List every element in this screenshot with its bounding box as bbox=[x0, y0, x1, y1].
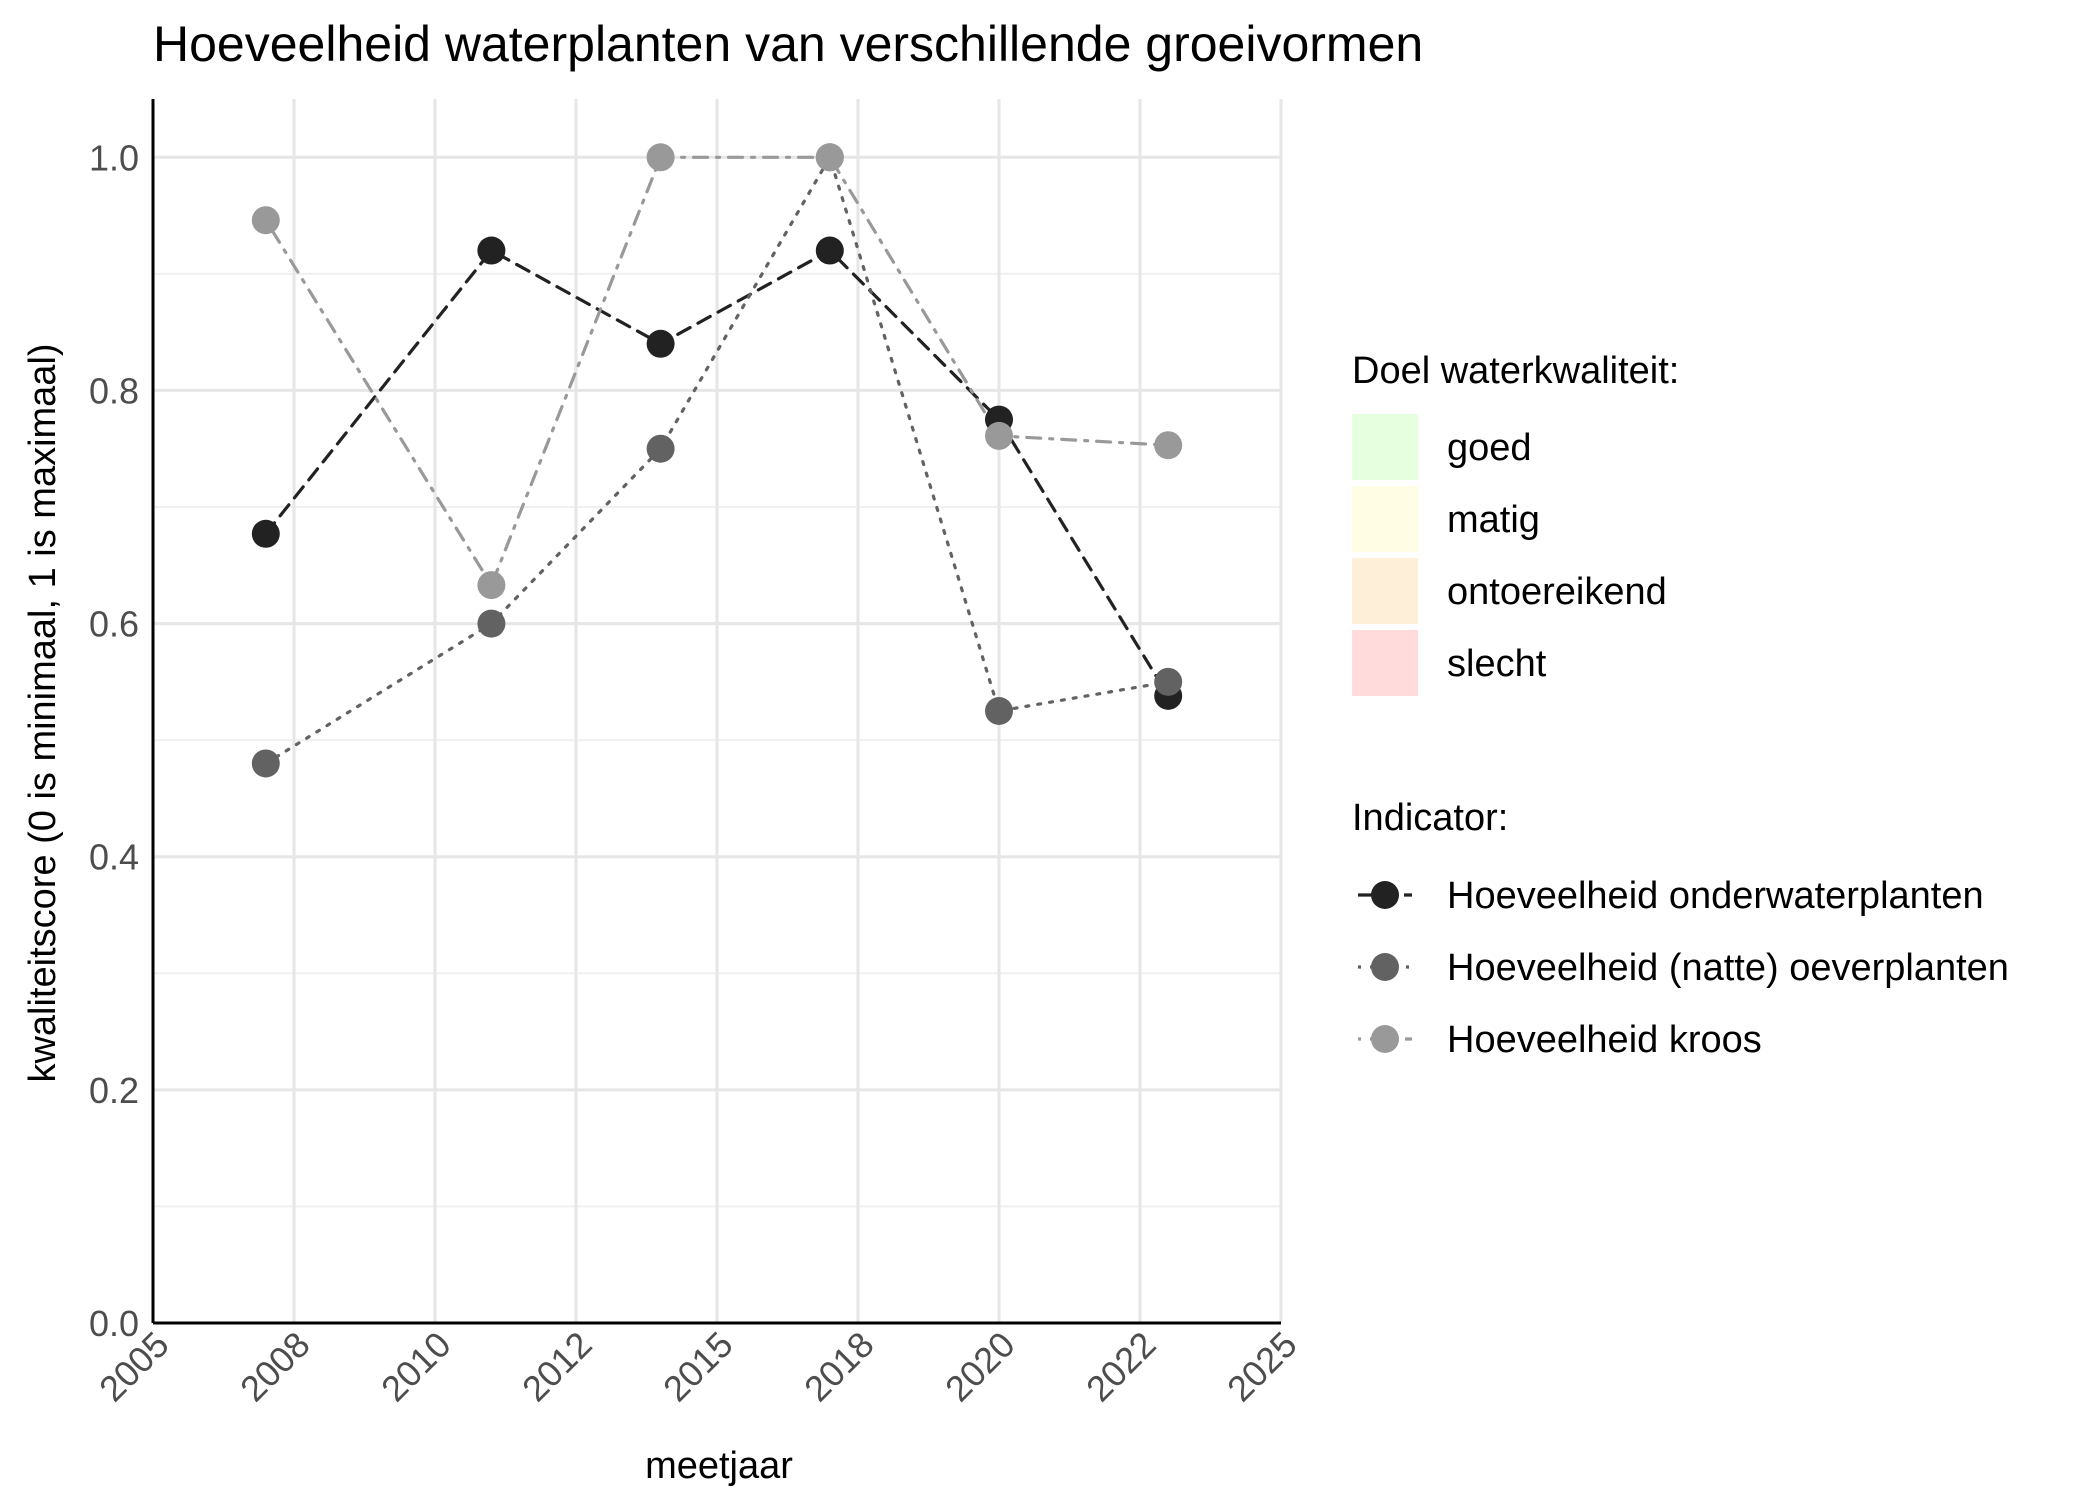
data-point-series-3 bbox=[1154, 431, 1183, 460]
data-point-series-3 bbox=[477, 571, 506, 600]
quality-legend: Doel waterkwaliteit: goed matig ontoereike… bbox=[1352, 350, 1679, 696]
x-tick-label: 2020 bbox=[937, 1324, 1023, 1410]
x-axis-title: meetjaar bbox=[645, 1445, 793, 1487]
x-tick-label: 2022 bbox=[1078, 1324, 1164, 1410]
data-point-series-2 bbox=[1154, 667, 1183, 696]
data-point-series-1 bbox=[251, 519, 280, 548]
indicator-legend-label: Hoeveelheid (natte) oeverplanten bbox=[1447, 947, 2009, 989]
series-line-2 bbox=[264, 153, 1170, 766]
data-point-series-3 bbox=[646, 143, 675, 172]
data-point-series-3 bbox=[985, 421, 1013, 450]
series-lines bbox=[264, 153, 1170, 766]
indicator-legend-label: Hoeveelheid kroos bbox=[1447, 1019, 1762, 1061]
x-tick-label: 2025 bbox=[1219, 1324, 1305, 1410]
data-point-series-1 bbox=[646, 329, 675, 358]
data-point-series-2 bbox=[985, 697, 1013, 725]
y-tick-label: 0.8 bbox=[89, 370, 139, 411]
quality-legend-label: matig bbox=[1447, 499, 1540, 541]
y-tick-label: 0.2 bbox=[89, 1070, 139, 1111]
data-point-series-3 bbox=[251, 206, 280, 235]
quality-legend-title: Doel waterkwaliteit: bbox=[1352, 350, 1679, 392]
axes bbox=[151, 99, 1281, 1325]
y-tick-label: 0.4 bbox=[89, 837, 139, 878]
y-tick-labels: 0.0 0.2 0.4 0.6 0.8 1.0 bbox=[89, 137, 139, 1344]
indicator-legend-marker bbox=[1371, 953, 1399, 981]
data-point-series-3 bbox=[815, 143, 844, 172]
x-tick-label: 2008 bbox=[232, 1324, 318, 1410]
x-tick-label: 2012 bbox=[514, 1324, 600, 1410]
y-tick-label: 1.0 bbox=[89, 137, 139, 178]
quality-legend-label: ontoereikend bbox=[1447, 571, 1667, 613]
indicator-legend-marker bbox=[1371, 1025, 1399, 1053]
series-line-1 bbox=[264, 248, 1170, 698]
data-point-series-1 bbox=[477, 236, 506, 265]
data-point-series-2 bbox=[477, 609, 506, 638]
y-axis-title: kwaliteitscore (0 is minimaal, 1 is maxi… bbox=[22, 343, 64, 1082]
quality-legend-swatch bbox=[1352, 630, 1418, 696]
x-tick-label: 2010 bbox=[373, 1324, 459, 1410]
quality-legend-label: slecht bbox=[1447, 643, 1547, 685]
indicator-legend: Indicator: Hoeveelheid onderwaterplanten… bbox=[1352, 797, 2009, 1061]
quality-legend-swatch bbox=[1352, 486, 1418, 552]
data-point-series-2 bbox=[251, 749, 280, 778]
indicator-legend-marker bbox=[1371, 881, 1399, 909]
y-tick-label: 0.0 bbox=[89, 1303, 139, 1344]
series-line-3 bbox=[264, 155, 1170, 589]
quality-legend-swatch bbox=[1352, 414, 1418, 480]
x-tick-label: 2018 bbox=[796, 1324, 882, 1410]
indicator-legend-title: Indicator: bbox=[1352, 797, 1508, 839]
chart-title: Hoeveelheid waterplanten van verschillen… bbox=[153, 16, 1423, 72]
plot-area: 2005 2008 2010 2012 2015 2018 2020 2022 2025 0.0… bbox=[89, 99, 1305, 1409]
quality-legend-label: goed bbox=[1447, 427, 1532, 469]
quality-legend-swatch bbox=[1352, 558, 1418, 624]
data-point-series-1 bbox=[815, 236, 844, 265]
x-tick-labels: 2005 2008 2010 2012 2015 2018 2020 2022 2025 bbox=[91, 1324, 1305, 1410]
grid-lines bbox=[151, 99, 1283, 1325]
series-points bbox=[251, 143, 1183, 778]
x-tick-label: 2015 bbox=[655, 1324, 741, 1410]
indicator-legend-label: Hoeveelheid onderwaterplanten bbox=[1447, 875, 1984, 917]
data-point-series-2 bbox=[646, 434, 675, 463]
y-tick-label: 0.6 bbox=[89, 604, 139, 645]
